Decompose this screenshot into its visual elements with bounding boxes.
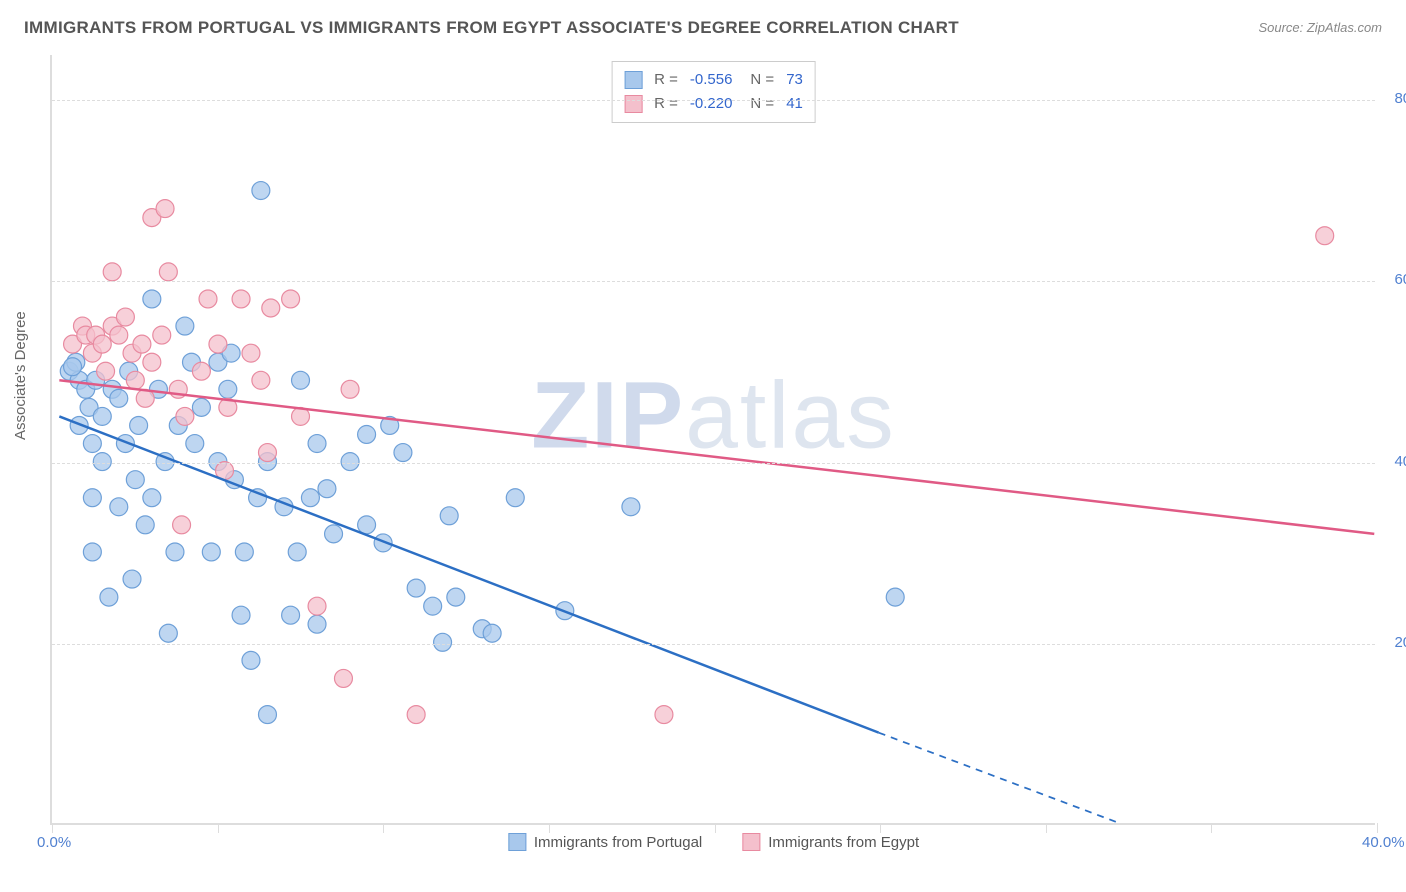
n-label: N = [750, 68, 774, 92]
source-label: Source: ZipAtlas.com [1258, 20, 1382, 35]
chart-title: IMMIGRANTS FROM PORTUGAL VS IMMIGRANTS F… [24, 18, 959, 38]
x-tick-label: 0.0% [37, 834, 71, 851]
legend-swatch-egypt [624, 95, 642, 113]
x-tick-mark [383, 823, 384, 833]
n-value-portugal: 73 [786, 68, 803, 92]
r-value-portugal: -0.556 [690, 68, 733, 92]
legend-swatch-egypt [742, 833, 760, 851]
y-tick-label: 20.0% [1394, 634, 1406, 651]
legend-swatch-portugal [508, 833, 526, 851]
n-label: N = [750, 92, 774, 116]
y-axis-label: Associate's Degree [12, 311, 29, 440]
y-tick-label: 60.0% [1394, 271, 1406, 288]
n-value-egypt: 41 [786, 92, 803, 116]
r-label: R = [654, 68, 678, 92]
legend-swatch-portugal [624, 71, 642, 89]
legend-label-portugal: Immigrants from Portugal [534, 834, 702, 851]
x-tick-mark [549, 823, 550, 833]
chart-area: ZIPatlas R = -0.556 N = 73 R = -0.220 N … [50, 55, 1375, 825]
r-value-egypt: -0.220 [690, 92, 733, 116]
x-tick-mark [218, 823, 219, 833]
x-tick-mark [1377, 823, 1378, 833]
x-tick-mark [1046, 823, 1047, 833]
legend-stats-box: R = -0.556 N = 73 R = -0.220 N = 41 [611, 61, 816, 123]
y-tick-label: 80.0% [1394, 90, 1406, 107]
legend-row-portugal: R = -0.556 N = 73 [624, 68, 803, 92]
bottom-legend: Immigrants from Portugal Immigrants from… [508, 833, 919, 851]
legend-item-portugal: Immigrants from Portugal [508, 833, 702, 851]
x-tick-mark [52, 823, 53, 833]
gridline-h [52, 644, 1375, 645]
gridline-h [52, 100, 1375, 101]
legend-item-egypt: Immigrants from Egypt [742, 833, 919, 851]
x-tick-mark [1211, 823, 1212, 833]
x-tick-label: 40.0% [1362, 834, 1405, 851]
gridline-h [52, 281, 1375, 282]
legend-row-egypt: R = -0.220 N = 41 [624, 92, 803, 116]
r-label: R = [654, 92, 678, 116]
scatter-plot-svg [52, 55, 1375, 823]
x-tick-mark [880, 823, 881, 833]
gridline-h [52, 463, 1375, 464]
y-tick-label: 40.0% [1394, 453, 1406, 470]
x-tick-mark [715, 823, 716, 833]
legend-label-egypt: Immigrants from Egypt [768, 834, 919, 851]
